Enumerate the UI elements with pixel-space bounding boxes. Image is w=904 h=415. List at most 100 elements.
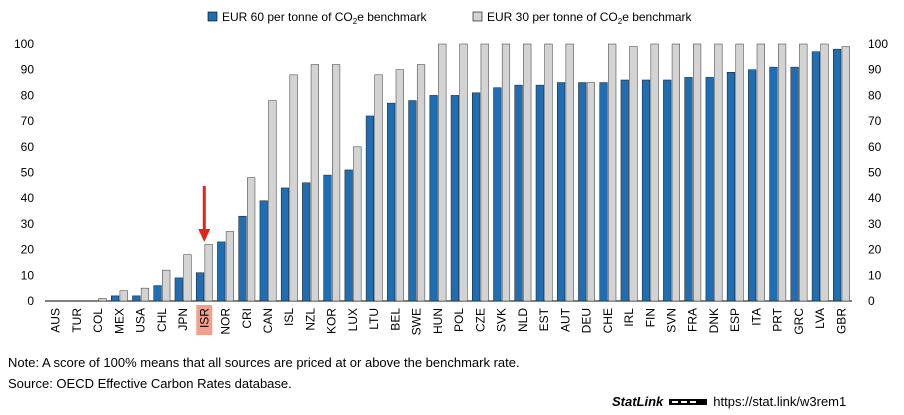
bar-eur60-can bbox=[259, 200, 268, 302]
x-tick-usa: USA bbox=[134, 308, 148, 333]
y-tick-right-40: 40 bbox=[868, 191, 882, 205]
bar-eur60-aut bbox=[556, 82, 566, 302]
x-tick-nzl: NZL bbox=[303, 308, 317, 331]
x-tick-gbr: GBR bbox=[834, 308, 848, 334]
bar-eur30-usa bbox=[140, 287, 150, 302]
bar-eur30-gbr bbox=[841, 46, 850, 302]
bar-eur30-nld bbox=[523, 43, 532, 302]
bar-eur60-usa bbox=[132, 295, 141, 302]
x-tick-fin: FIN bbox=[643, 308, 657, 327]
x-tick-grc: GRC bbox=[792, 308, 806, 335]
bar-eur60-fin bbox=[641, 79, 651, 302]
bar-eur30-dnk bbox=[714, 43, 723, 302]
x-tick-fra: FRA bbox=[686, 308, 700, 332]
bar-eur30-fin bbox=[650, 43, 659, 302]
x-tick-nor: NOR bbox=[219, 308, 233, 335]
y-tick-right-60: 60 bbox=[868, 140, 882, 154]
x-tick-isr: ISR bbox=[197, 308, 211, 328]
bar-eur60-swe bbox=[408, 100, 417, 302]
x-tick-deu: DEU bbox=[580, 308, 594, 333]
x-tick-pol: POL bbox=[452, 308, 466, 332]
bar-eur60-grc bbox=[790, 66, 799, 302]
x-tick-ltu: LTU bbox=[367, 308, 381, 330]
x-tick-hun: HUN bbox=[431, 308, 445, 334]
y-tick-left-10: 10 bbox=[21, 268, 35, 282]
bar-eur60-che bbox=[599, 82, 608, 302]
bar-eur60-est bbox=[535, 84, 544, 302]
x-tick-svk: SVK bbox=[495, 308, 509, 332]
legend-label-eur60: EUR 60 per tonne of CO2e benchmark bbox=[222, 10, 428, 26]
bar-eur30-bel bbox=[395, 69, 404, 302]
bar-eur60-irl bbox=[620, 79, 629, 302]
bar-eur60-deu bbox=[578, 82, 587, 302]
bar-eur30-jpn bbox=[183, 254, 192, 302]
x-tick-che: CHE bbox=[601, 308, 615, 333]
bar-eur60-esp bbox=[726, 72, 736, 302]
y-tick-right-20: 20 bbox=[868, 243, 882, 257]
x-tick-svn: SVN bbox=[664, 308, 678, 333]
bar-eur30-esp bbox=[735, 43, 744, 302]
bar-eur30-ita bbox=[756, 43, 765, 302]
x-tick-lva: LVA bbox=[813, 308, 827, 329]
x-tick-kor: KOR bbox=[325, 308, 339, 334]
bar-eur60-jpn bbox=[174, 277, 183, 302]
bar-eur30-fra bbox=[693, 43, 702, 302]
y-tick-left-90: 90 bbox=[21, 63, 35, 77]
bar-eur30-lva bbox=[820, 43, 829, 302]
bar-eur30-nzl bbox=[310, 64, 319, 302]
y-tick-right-80: 80 bbox=[868, 88, 882, 102]
y-tick-left-40: 40 bbox=[21, 191, 35, 205]
bar-eur30-est bbox=[544, 43, 553, 302]
x-tick-lux: LUX bbox=[346, 308, 360, 331]
bar-eur30-che bbox=[608, 43, 617, 302]
legend: EUR 60 per tonne of CO2e benchmark EUR 3… bbox=[207, 10, 693, 26]
bar-chart: EUR 60 per tonne of CO2e benchmark EUR 3… bbox=[14, 10, 888, 335]
bar-eur60-svk bbox=[493, 87, 502, 302]
bar-eur30-pol bbox=[459, 43, 468, 302]
x-tick-irl: IRL bbox=[622, 308, 636, 327]
bar-eur60-svn bbox=[663, 79, 672, 302]
bar-eur30-cze bbox=[480, 43, 489, 302]
x-tick-isl: ISL bbox=[282, 308, 296, 326]
statlink-url-link[interactable]: https://stat.link/w3rem1 bbox=[713, 394, 847, 409]
x-tick-dnk: DNK bbox=[707, 308, 721, 333]
bar-eur30-isl bbox=[289, 74, 298, 302]
bar-eur30-isr bbox=[204, 244, 213, 302]
bar-eur30-col bbox=[98, 298, 107, 302]
statlink-logo-icon bbox=[669, 398, 708, 405]
y-tick-right-30: 30 bbox=[868, 217, 882, 231]
legend-swatch-eur30 bbox=[472, 11, 483, 22]
bar-eur30-nor bbox=[225, 231, 234, 302]
y-tick-left-60: 60 bbox=[21, 140, 35, 154]
bar-eur60-pol bbox=[450, 95, 459, 302]
bar-eur30-hun bbox=[438, 43, 447, 302]
bar-eur60-ita bbox=[748, 69, 757, 302]
x-tick-tur: TUR bbox=[70, 308, 84, 333]
bar-eur60-bel bbox=[387, 102, 396, 302]
bar-eur60-chl bbox=[153, 285, 162, 302]
y-tick-left-0: 0 bbox=[27, 294, 34, 308]
bar-eur30-grc bbox=[799, 43, 808, 302]
y-tick-right-90: 90 bbox=[868, 63, 882, 77]
statlink[interactable]: StatLink https://stat.link/w3rem1 bbox=[612, 394, 846, 409]
bar-eur60-lva bbox=[811, 51, 820, 302]
x-tick-ita: ITA bbox=[749, 308, 763, 326]
y-tick-right-100: 100 bbox=[868, 37, 888, 51]
y-tick-left-80: 80 bbox=[21, 88, 35, 102]
x-tick-prt: PRT bbox=[771, 307, 785, 331]
y-tick-right-50: 50 bbox=[868, 166, 882, 180]
bar-eur60-lux bbox=[344, 169, 353, 302]
x-tick-swe: SWE bbox=[410, 308, 424, 335]
x-tick-bel: BEL bbox=[388, 308, 402, 331]
x-tick-jpn: JPN bbox=[176, 308, 190, 331]
bar-eur30-lux bbox=[353, 146, 362, 302]
x-tick-cri: CRI bbox=[240, 308, 254, 329]
bar-eur30-svn bbox=[671, 43, 680, 302]
x-tick-aus: AUS bbox=[49, 308, 63, 333]
chart-note: Note: A score of 100% means that all sou… bbox=[8, 355, 520, 370]
bar-eur60-dnk bbox=[705, 77, 714, 302]
bar-eur30-cri bbox=[247, 177, 256, 302]
bar-eur30-svk bbox=[501, 43, 511, 302]
highlight-arrow-head-icon bbox=[198, 229, 211, 242]
bar-eur30-swe bbox=[416, 64, 426, 302]
